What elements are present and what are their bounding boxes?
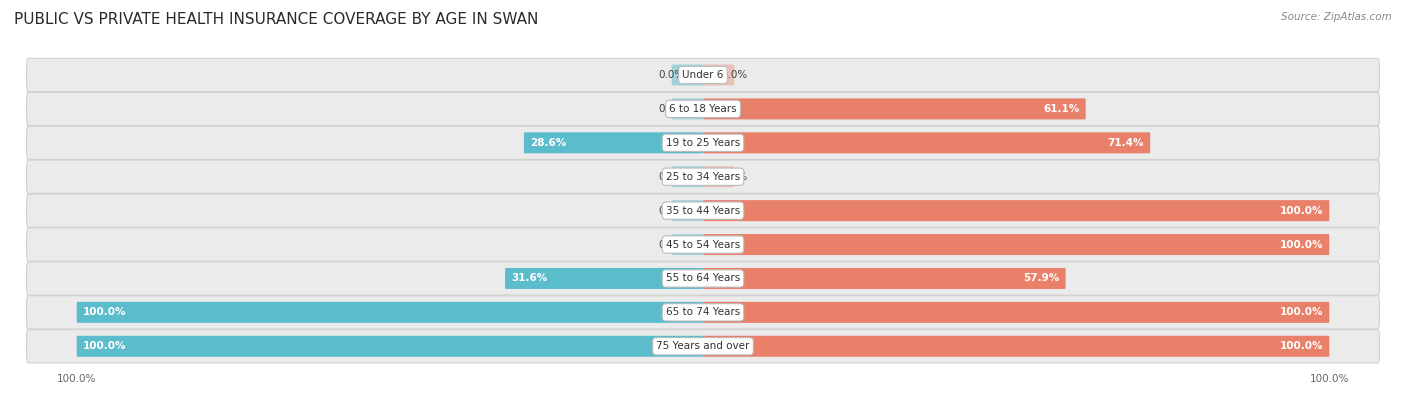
FancyBboxPatch shape xyxy=(672,234,703,255)
Text: 71.4%: 71.4% xyxy=(1108,138,1144,148)
Text: 19 to 25 Years: 19 to 25 Years xyxy=(666,138,740,148)
Text: 100.0%: 100.0% xyxy=(1279,206,1323,216)
Text: PUBLIC VS PRIVATE HEALTH INSURANCE COVERAGE BY AGE IN SWAN: PUBLIC VS PRIVATE HEALTH INSURANCE COVER… xyxy=(14,12,538,27)
FancyBboxPatch shape xyxy=(703,132,1150,153)
FancyBboxPatch shape xyxy=(27,126,1379,159)
Text: 75 Years and over: 75 Years and over xyxy=(657,341,749,351)
Text: 100.0%: 100.0% xyxy=(1279,341,1323,351)
Text: 100.0%: 100.0% xyxy=(1279,307,1323,317)
Text: 57.9%: 57.9% xyxy=(1024,273,1059,283)
Text: 65 to 74 Years: 65 to 74 Years xyxy=(666,307,740,317)
FancyBboxPatch shape xyxy=(672,200,703,221)
FancyBboxPatch shape xyxy=(703,234,1329,255)
FancyBboxPatch shape xyxy=(27,160,1379,193)
Text: 0.0%: 0.0% xyxy=(721,172,748,182)
Text: Source: ZipAtlas.com: Source: ZipAtlas.com xyxy=(1281,12,1392,22)
FancyBboxPatch shape xyxy=(505,268,703,289)
Text: 0.0%: 0.0% xyxy=(658,172,685,182)
Text: 0.0%: 0.0% xyxy=(658,104,685,114)
FancyBboxPatch shape xyxy=(27,330,1379,363)
Text: 100.0%: 100.0% xyxy=(1279,240,1323,249)
Text: 45 to 54 Years: 45 to 54 Years xyxy=(666,240,740,249)
FancyBboxPatch shape xyxy=(703,336,1329,357)
Text: 0.0%: 0.0% xyxy=(658,240,685,249)
Text: Under 6: Under 6 xyxy=(682,70,724,80)
FancyBboxPatch shape xyxy=(703,166,734,187)
Text: 31.6%: 31.6% xyxy=(512,273,547,283)
FancyBboxPatch shape xyxy=(27,58,1379,92)
FancyBboxPatch shape xyxy=(27,262,1379,295)
FancyBboxPatch shape xyxy=(27,194,1379,227)
Text: 0.0%: 0.0% xyxy=(721,70,748,80)
Text: 28.6%: 28.6% xyxy=(530,138,567,148)
FancyBboxPatch shape xyxy=(672,166,703,187)
FancyBboxPatch shape xyxy=(672,64,703,85)
FancyBboxPatch shape xyxy=(703,268,1066,289)
FancyBboxPatch shape xyxy=(27,92,1379,126)
FancyBboxPatch shape xyxy=(27,296,1379,329)
Text: 0.0%: 0.0% xyxy=(658,70,685,80)
FancyBboxPatch shape xyxy=(672,98,703,119)
FancyBboxPatch shape xyxy=(27,228,1379,261)
Text: 35 to 44 Years: 35 to 44 Years xyxy=(666,206,740,216)
Text: 55 to 64 Years: 55 to 64 Years xyxy=(666,273,740,283)
FancyBboxPatch shape xyxy=(524,132,703,153)
Text: 0.0%: 0.0% xyxy=(658,206,685,216)
FancyBboxPatch shape xyxy=(703,200,1329,221)
Text: 100.0%: 100.0% xyxy=(83,341,127,351)
FancyBboxPatch shape xyxy=(703,98,1085,119)
FancyBboxPatch shape xyxy=(77,302,703,323)
FancyBboxPatch shape xyxy=(703,302,1329,323)
FancyBboxPatch shape xyxy=(77,336,703,357)
Text: 61.1%: 61.1% xyxy=(1043,104,1080,114)
Text: 6 to 18 Years: 6 to 18 Years xyxy=(669,104,737,114)
FancyBboxPatch shape xyxy=(703,64,734,85)
Text: 25 to 34 Years: 25 to 34 Years xyxy=(666,172,740,182)
Text: 100.0%: 100.0% xyxy=(83,307,127,317)
